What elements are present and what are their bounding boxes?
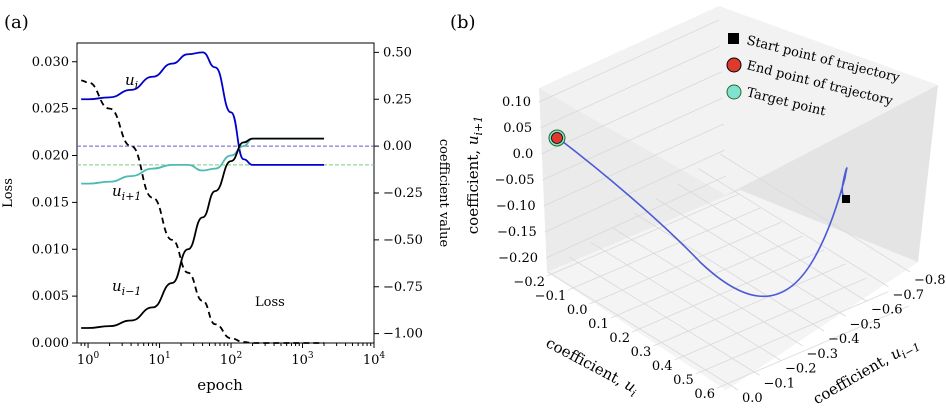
y-left-tick-label: 0.000: [32, 336, 69, 351]
y-gridline-b: [546, 193, 740, 277]
y-tick-label-b: 0.3: [631, 345, 652, 360]
legend-start-icon: [728, 33, 739, 44]
x-axis-label-a: epoch: [197, 376, 243, 394]
z-tick-label: −0.20: [498, 251, 538, 266]
x-tick-label: 101: [148, 351, 170, 368]
panel-label-b: (b): [450, 12, 476, 33]
y-right-tick-label: 0.00: [383, 139, 412, 154]
y-left-tick-label: 0.005: [32, 289, 69, 304]
legend-target-icon: [726, 84, 742, 100]
x-tick-label: 104: [363, 351, 386, 368]
x-axis-label-b: coefficient, ui−1: [810, 333, 923, 410]
y-tick-label-b: 0.0: [567, 303, 588, 318]
y-left-tick-label: 0.010: [32, 242, 69, 257]
y-right-tick-label: −0.25: [383, 186, 423, 201]
y-gridline-b: [674, 277, 867, 361]
series-line-u-i-1-: [81, 137, 325, 185]
z-tick-label: 0.05: [503, 121, 532, 136]
x-tick-label-b: −0.6: [871, 303, 903, 318]
y-gridline-b: [610, 235, 803, 319]
y-tick-label-b: −0.2: [513, 275, 545, 290]
y-tick-label-b: 0.4: [652, 359, 673, 374]
x-tick-label: 100: [77, 351, 100, 368]
z-gridline: [545, 175, 727, 259]
x-tick-label: 103: [291, 351, 314, 368]
y-gridline-b: [695, 291, 888, 375]
x-tick-label-b: −0.5: [850, 317, 882, 332]
y-right-tick-label: −1.00: [383, 327, 423, 342]
z-gridline: [538, 19, 720, 103]
panel-b-3d: 0.100.050.0−0.05−0.10−0.15−0.20−0.2−0.10…: [495, 6, 946, 406]
z-tick-label: 0.0: [513, 147, 534, 162]
y-gridline-b: [716, 305, 910, 389]
x-gridline-b: [719, 153, 911, 273]
y-right-tick-label: 0.25: [383, 92, 412, 107]
annotation-u-i: ui: [125, 71, 138, 92]
z-gridline: [544, 149, 725, 233]
x-tick-label-b: 0.0: [742, 391, 763, 406]
annotation-u-i-minus-1: ui−1: [112, 277, 141, 298]
y-gridline-b: [653, 263, 846, 347]
y-tick-label-b: 0.2: [609, 331, 630, 346]
y-axis-label-right: coefficient value: [436, 139, 451, 248]
z-gridline: [542, 97, 723, 181]
x-tick-label-b: −0.4: [828, 332, 860, 347]
y-left-tick-label: 0.020: [32, 149, 69, 164]
panel-label-a: (a): [4, 12, 29, 33]
pane-floor: [547, 190, 918, 390]
z-gridline: [541, 71, 722, 155]
x-tick-label: 102: [220, 351, 242, 368]
y-tick-label-b: −0.1: [535, 289, 567, 304]
series-line-u-i: [81, 51, 325, 166]
z-tick-label: −0.15: [497, 225, 537, 240]
y-right-tick-label: 0.50: [383, 45, 412, 60]
annotation-u-i-plus-1: ui+1: [112, 182, 141, 203]
z-tick-label: −0.05: [495, 173, 535, 188]
annotation-loss: Loss: [255, 295, 285, 310]
x-gridline-b: [569, 256, 760, 376]
y-left-tick-label: 0.015: [32, 195, 69, 210]
x-gridline-b: [655, 197, 846, 317]
y-gridline-b: [631, 249, 825, 333]
x-tick-label-b: −0.2: [785, 362, 817, 377]
x-tick-label-b: −0.1: [764, 376, 796, 391]
z-tick-label: −0.10: [496, 199, 536, 214]
z-gridline: [540, 45, 721, 129]
legend-end-icon: [726, 57, 742, 73]
x-gridline-b: [547, 271, 739, 391]
trajectory-line: [557, 137, 848, 298]
y-left-tick-label: 0.025: [32, 102, 69, 117]
x-tick-label-b: −0.8: [914, 273, 946, 288]
pane-back: [539, 6, 938, 195]
y-right-tick-label: −0.75: [383, 280, 423, 295]
y-tick-label-b: 0.1: [588, 317, 609, 332]
end-point-marker: [551, 132, 563, 144]
x-gridline-b: [590, 242, 782, 361]
x-gridline-b: [612, 227, 803, 347]
y-tick-label-b: 0.5: [673, 373, 694, 388]
y-tick-label-b: 0.6: [694, 387, 715, 402]
y-left-tick-label: 0.030: [32, 55, 69, 70]
y-axis-label-left: Loss: [1, 178, 16, 208]
z-gridline: [543, 123, 724, 207]
start-point-marker: [842, 195, 850, 203]
x-gridline-b: [633, 212, 825, 332]
z-tick-label: 0.10: [502, 95, 531, 110]
x-tick-label-b: −0.3: [807, 347, 839, 362]
x-tick-label-b: −0.7: [893, 288, 925, 303]
z-axis-label-b: coefficient, ui+1: [464, 116, 485, 234]
x-gridline-b: [698, 168, 889, 288]
panel-a-plot: 100 101 102 103 104 0.000 0.005 0.010 0.015 0.02…: [32, 42, 423, 368]
x-gridline-b: [676, 183, 868, 302]
series-line-u-i-1-: [81, 137, 325, 329]
series-line-loss: [81, 79, 325, 344]
y-right-tick-label: −0.50: [383, 233, 423, 248]
y-gridline-b: [589, 221, 782, 305]
